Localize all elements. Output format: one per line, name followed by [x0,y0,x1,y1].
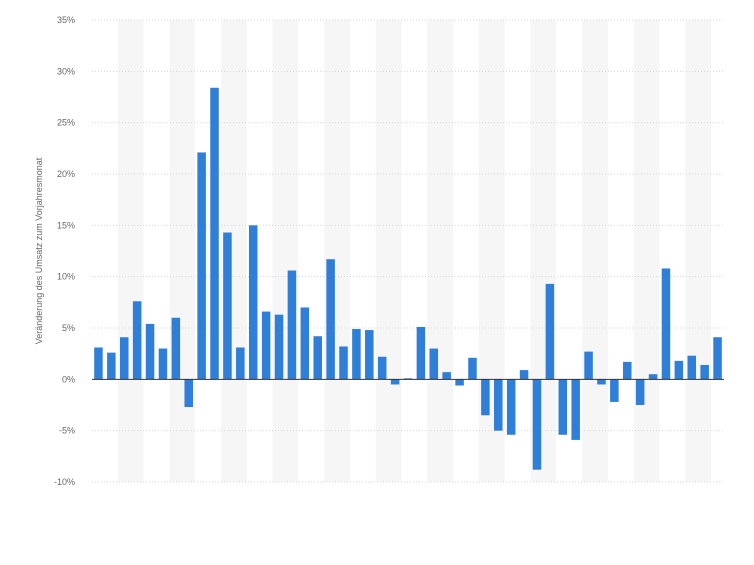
y-tick-label: 25% [57,118,75,128]
bar[interactable] [661,268,671,380]
bar[interactable] [171,317,181,380]
background-band [324,20,350,482]
y-tick-label: 0% [62,374,75,384]
bar[interactable] [545,283,555,380]
bar[interactable] [519,370,529,380]
bar[interactable] [339,346,348,380]
bar[interactable] [584,351,593,380]
background-band [582,20,608,482]
bar[interactable] [377,356,387,380]
bar[interactable] [506,379,516,435]
y-tick-label: 15% [57,220,75,230]
bar[interactable] [223,232,232,380]
background-band [427,20,454,482]
background-band [272,20,299,482]
bars [94,87,722,470]
bar[interactable] [119,337,129,380]
bar[interactable] [261,311,271,380]
bar[interactable] [145,323,155,380]
bar[interactable] [352,329,361,380]
background-band [117,20,144,482]
bar[interactable] [481,379,490,416]
bar[interactable] [558,379,568,435]
background-bands [117,20,712,482]
bar[interactable] [107,352,116,380]
bar[interactable] [610,379,619,402]
bar[interactable] [674,360,684,380]
bar[interactable] [635,379,645,405]
bar[interactable] [416,326,426,380]
y-tick-labels: 35% 30% 25% 20% 15% 10% 5% 0% -5% -10% [54,15,75,487]
bar[interactable] [468,357,477,380]
bar[interactable] [442,372,451,380]
background-band [633,20,660,482]
bar[interactable] [197,152,206,380]
bar[interactable] [713,337,722,380]
y-tick-label: -10% [54,477,75,487]
bar[interactable] [287,270,297,380]
y-tick-label: 20% [57,169,75,179]
y-tick-label: 10% [57,272,75,282]
background-band [685,20,712,482]
y-axis-title: Veränderung des Umsatz zum Vorjahresmona… [34,157,44,344]
bar[interactable] [700,364,709,380]
y-tick-label: -5% [59,426,75,436]
bar[interactable] [648,374,658,380]
background-band [375,20,402,482]
bar[interactable] [571,379,580,440]
bar[interactable] [132,301,142,380]
gridlines [92,19,724,483]
bar[interactable] [210,87,219,380]
y-tick-label: 35% [57,15,75,25]
bar[interactable] [390,379,400,385]
bar[interactable] [300,307,310,380]
bar[interactable] [326,259,335,380]
bar[interactable] [365,330,374,380]
bar[interactable] [429,348,439,380]
bar[interactable] [597,379,606,385]
bar[interactable] [248,225,258,380]
bar[interactable] [94,347,103,380]
bar[interactable] [455,379,464,386]
bar[interactable] [158,348,168,380]
bar[interactable] [313,336,322,380]
bar[interactable] [274,314,284,380]
bar[interactable] [494,379,503,431]
background-band [169,20,196,482]
bar[interactable] [184,379,193,408]
bar[interactable] [236,347,245,380]
bar[interactable] [687,355,697,380]
y-tick-label: 5% [62,323,75,333]
bar[interactable] [532,379,542,470]
bar[interactable] [623,361,632,380]
bar[interactable] [403,378,413,380]
y-tick-label: 30% [57,66,75,76]
